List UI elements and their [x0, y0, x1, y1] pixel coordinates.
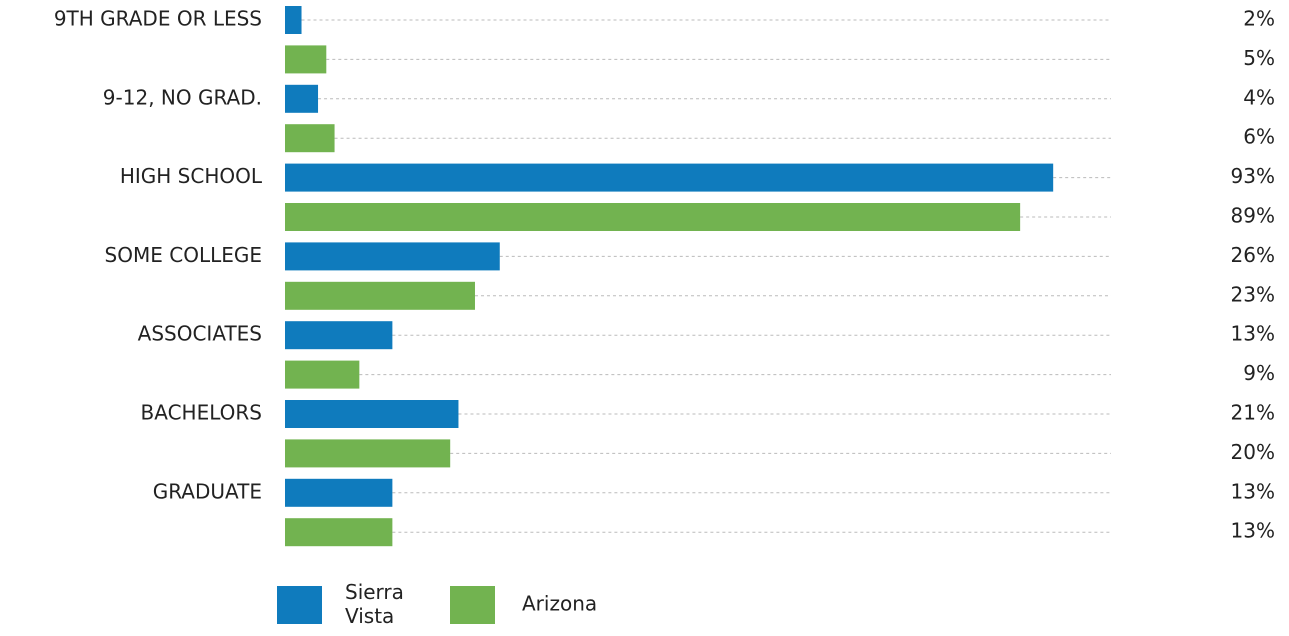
bar [285, 400, 459, 428]
category-label: ASSOCIATES [138, 322, 262, 346]
bar [285, 281, 475, 310]
bar [285, 478, 393, 507]
value-label: 5% [1243, 46, 1275, 70]
legend-swatch [277, 586, 322, 624]
category-label: BACHELORS [141, 401, 262, 425]
category-label: 9-12, NO GRAD. [103, 85, 262, 109]
value-label: 6% [1243, 125, 1275, 149]
value-label: 93% [1231, 164, 1275, 188]
value-label: 20% [1231, 440, 1275, 464]
value-label: 89% [1231, 204, 1275, 228]
category-label: HIGH SCHOOL [120, 164, 263, 188]
bar [285, 321, 393, 350]
bar [285, 360, 360, 389]
bar [285, 242, 500, 271]
value-label: 13% [1231, 519, 1275, 543]
value-label: 13% [1231, 322, 1275, 346]
bar [285, 203, 1021, 231]
value-label: 23% [1231, 282, 1275, 306]
bar [285, 439, 451, 468]
category-label: 9TH GRADE OR LESS [54, 7, 262, 31]
category-label: GRADUATE [153, 479, 262, 503]
bar [285, 84, 319, 113]
value-label: 26% [1231, 243, 1275, 267]
legend-swatch [450, 586, 495, 624]
bar [285, 163, 1054, 192]
legend-label: Sierra Vista [345, 580, 404, 628]
bar [285, 45, 327, 74]
category-label: SOME COLLEGE [105, 243, 262, 267]
bar [285, 124, 335, 153]
value-label: 9% [1243, 361, 1275, 385]
value-label: 13% [1231, 479, 1275, 503]
bar [285, 518, 393, 547]
bar [285, 6, 302, 34]
legend-label: Arizona [522, 592, 597, 616]
value-label: 4% [1243, 85, 1275, 109]
value-label: 21% [1231, 401, 1275, 425]
value-label: 2% [1243, 7, 1275, 31]
